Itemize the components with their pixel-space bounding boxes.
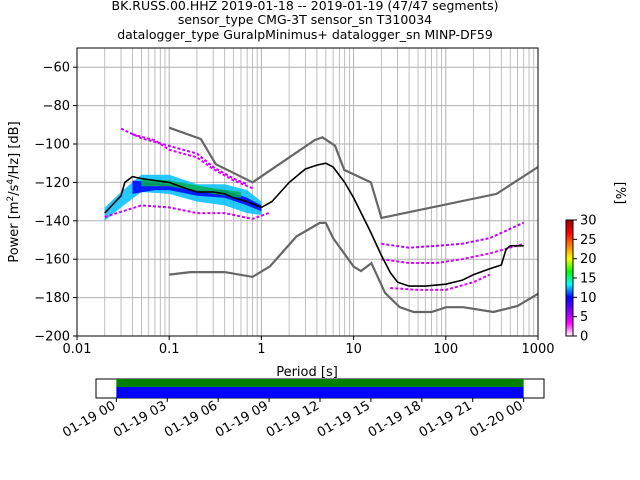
coverage-tick-label: 01-19 18	[366, 398, 424, 440]
colorbar-tick-label: 0	[580, 330, 588, 345]
density-trace-4	[381, 242, 524, 264]
y-label-part-3: /Hz] [dB]	[7, 121, 22, 179]
density-trace-5	[390, 273, 491, 291]
x-tick-label: 1000	[521, 342, 554, 357]
coverage-tick-label: 01-19 12	[264, 398, 322, 440]
coverage-green-band	[116, 379, 524, 387]
colorbar-tick-label: 30	[580, 214, 597, 229]
y-axis-ticks: −200 −180 −160 −140 −120 −100 −80 −60	[34, 61, 77, 345]
coverage-tick-label: 01-19 21	[417, 398, 475, 440]
colorbar: 0 5 10 15 20 25 30 [%]	[565, 182, 627, 345]
colorbar-label: [%]	[612, 182, 627, 205]
y-label-part-1: Power [m	[7, 201, 22, 262]
y-tick-label: −80	[43, 99, 70, 114]
coverage-tick-label: 01-19 06	[162, 398, 220, 440]
x-tick-label: 1	[257, 342, 265, 357]
density-trace-1	[132, 133, 253, 190]
coverage-data-band	[116, 387, 524, 398]
y-tick-label: −100	[34, 138, 70, 153]
mean-curve	[104, 162, 524, 287]
coverage-tick-label: 01-19 00	[60, 398, 118, 440]
plot-frame	[76, 47, 539, 337]
x-tick-label: 0.1	[159, 342, 180, 357]
colorbar-ticks: 0 5 10 15 20 25 30	[573, 214, 597, 345]
y-tick-label: −180	[34, 291, 70, 306]
density-trace-2	[104, 204, 270, 220]
colorbar-gradient	[565, 219, 574, 337]
x-axis-ticks: 0.01 0.1 1 10 100 1000	[63, 336, 555, 357]
density-trace-3	[381, 221, 525, 249]
mean-psd-line	[104, 162, 524, 287]
y-label-part-2: /s	[7, 184, 22, 195]
y-label-sup-1: 2	[6, 196, 16, 202]
y-axis-label: Power [m2/s4/Hz] [dB]	[6, 121, 22, 262]
x-tick-label: 0.01	[63, 342, 92, 357]
y-tick-label: −60	[43, 61, 70, 76]
chart-title-line-3: datalogger_type GuralpMinimus+ datalogge…	[117, 27, 493, 42]
chart-title-line-2: sensor_type CMG-3T sensor_sn T310034	[178, 12, 432, 27]
noise-models	[168, 126, 539, 314]
coverage-tick-label: 01-19 09	[213, 398, 271, 440]
y-tick-label: −160	[34, 253, 70, 268]
density-band-1	[132, 180, 262, 212]
new-high-noise-model-line	[168, 126, 539, 220]
x-tick-label: 100	[433, 342, 458, 357]
colorbar-tick-label: 20	[580, 252, 597, 267]
new-low-noise-model-line	[169, 221, 539, 314]
y-tick-label: −200	[34, 330, 70, 345]
ppsd-plot-area: 0.01 0.1 1 10 100 1000 −200 −180 −160 −140 −120 −1…	[34, 47, 555, 357]
coverage-fill	[116, 379, 524, 398]
density-trace-0	[120, 127, 248, 186]
coverage-tick-label: 01-19 15	[315, 398, 373, 440]
coverage-tick-label: 01-19 03	[111, 398, 169, 440]
coverage-tick-label: 01-20 00	[468, 398, 526, 440]
x-axis-label: Period [s]	[276, 365, 338, 380]
colorbar-tick-label: 10	[580, 291, 597, 306]
colorbar-tick-label: 25	[580, 233, 597, 248]
colorbar-tick-label: 15	[580, 272, 597, 287]
colorbar-tick-label: 5	[580, 310, 588, 325]
chart-title-line-1: BK.RUSS.00.HHZ 2019-01-18 -- 2019-01-19 …	[112, 0, 499, 13]
y-label-sup-2: 4	[6, 179, 16, 185]
y-tick-label: −140	[34, 214, 70, 229]
y-tick-label: −120	[34, 176, 70, 191]
x-tick-label: 10	[345, 342, 362, 357]
